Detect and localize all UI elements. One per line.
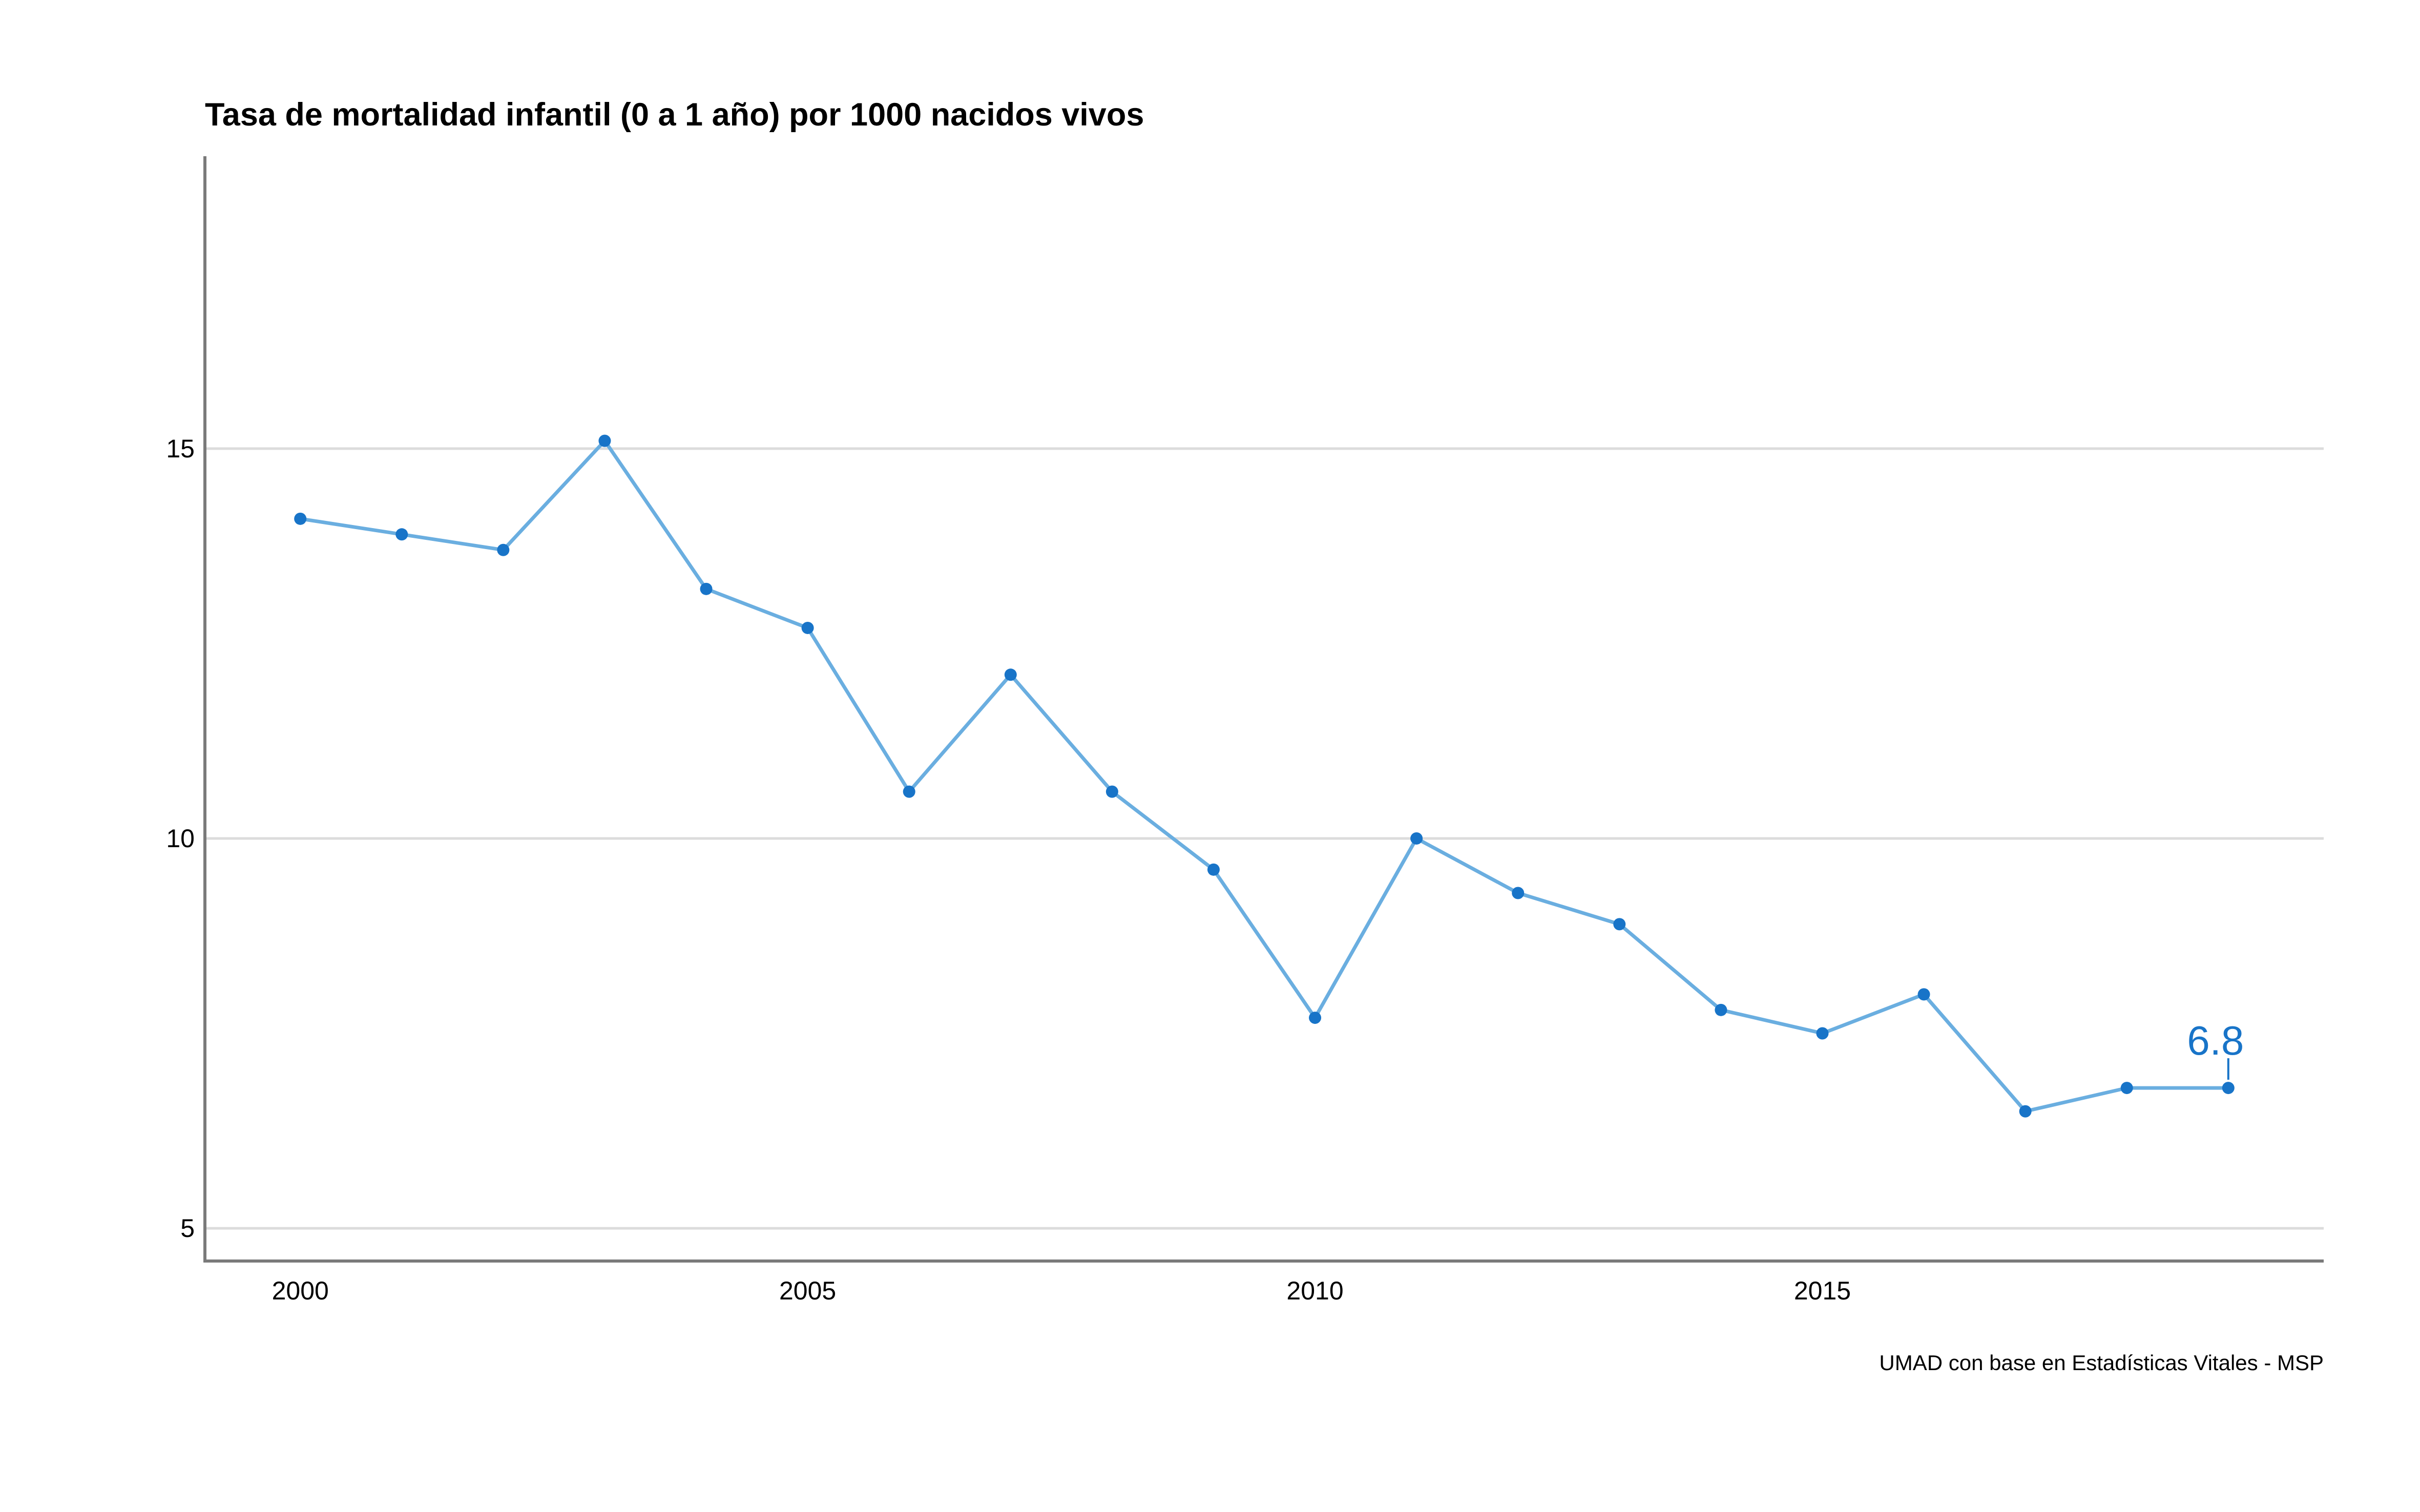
data-point	[1512, 887, 1525, 899]
data-point	[1309, 1012, 1322, 1024]
series	[294, 434, 2235, 1118]
data-point	[2222, 1082, 2235, 1095]
data-point	[497, 543, 510, 556]
data-point	[1207, 863, 1220, 876]
y-tick-label: 5	[180, 1214, 195, 1243]
data-point	[801, 621, 814, 634]
chart-caption: UMAD con base en Estadísticas Vitales - …	[1879, 1351, 2324, 1375]
axes	[203, 156, 2324, 1263]
data-point	[294, 512, 307, 525]
x-tick-label: 2005	[779, 1276, 836, 1305]
data-point	[2120, 1082, 2133, 1095]
gridlines	[205, 447, 2324, 1230]
tick-labels: 5 10 15 2000 2005 2010 2015	[166, 434, 1851, 1305]
data-point	[1410, 832, 1423, 845]
x-tick-label: 2010	[1286, 1276, 1343, 1305]
data-point	[1917, 988, 1930, 1001]
data-point	[1715, 1003, 1727, 1016]
end-value-label: 6.8	[2187, 1018, 2244, 1063]
series-line	[300, 439, 2228, 1114]
annotations: 6.8	[2187, 1018, 2244, 1080]
y-tick-label: 15	[166, 434, 195, 463]
data-point	[700, 582, 713, 595]
data-point	[2019, 1105, 2032, 1118]
data-point	[903, 785, 915, 798]
data-point	[598, 434, 611, 447]
data-point	[1004, 668, 1017, 681]
chart-title: Tasa de mortalidad infantil (0 a 1 año) …	[205, 97, 1144, 133]
data-point	[1105, 785, 1118, 798]
data-point	[1816, 1027, 1829, 1040]
x-tick-label: 2015	[1794, 1276, 1851, 1305]
data-point	[395, 528, 408, 541]
y-tick-label: 10	[166, 824, 195, 853]
x-tick-label: 2000	[272, 1276, 329, 1305]
data-point	[1613, 918, 1626, 931]
